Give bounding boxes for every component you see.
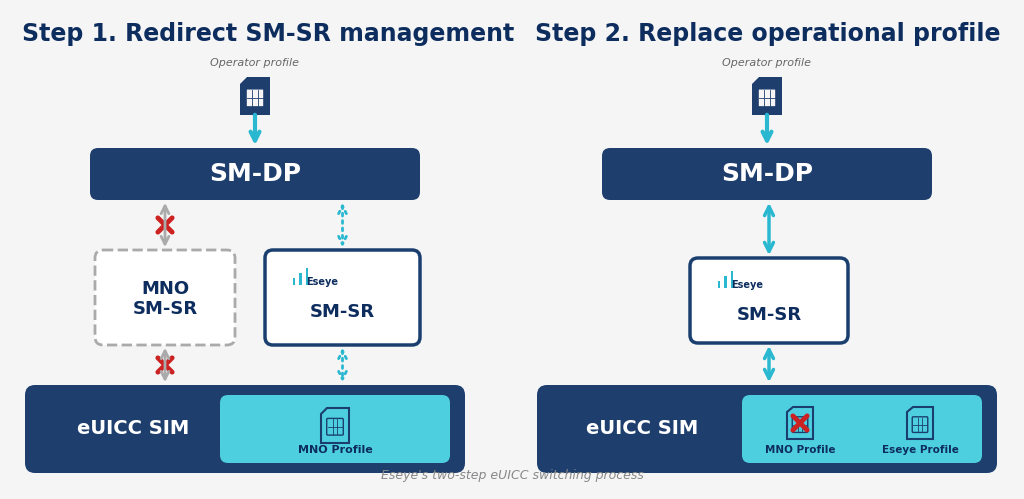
FancyBboxPatch shape	[758, 89, 776, 107]
Text: Eseye's two-step eUICC switching process: Eseye's two-step eUICC switching process	[381, 469, 643, 482]
Text: SM-SR: SM-SR	[736, 306, 802, 324]
Text: MNO Profile: MNO Profile	[298, 445, 373, 455]
Text: Eseye: Eseye	[306, 277, 338, 287]
FancyBboxPatch shape	[602, 148, 932, 200]
Text: SM-SR: SM-SR	[132, 300, 198, 318]
Text: Eseye: Eseye	[731, 280, 763, 290]
FancyBboxPatch shape	[327, 418, 343, 435]
Text: Eseye Profile: Eseye Profile	[882, 445, 958, 455]
Text: Operator profile: Operator profile	[211, 58, 299, 68]
FancyBboxPatch shape	[25, 385, 465, 473]
Polygon shape	[240, 77, 270, 115]
Text: Step 1. Redirect SM-SR management: Step 1. Redirect SM-SR management	[22, 22, 514, 46]
Text: SM-SR: SM-SR	[310, 303, 375, 321]
FancyBboxPatch shape	[265, 250, 420, 345]
FancyBboxPatch shape	[90, 148, 420, 200]
Text: eUICC SIM: eUICC SIM	[586, 420, 698, 439]
FancyBboxPatch shape	[912, 417, 928, 433]
Text: MNO Profile: MNO Profile	[765, 445, 836, 455]
Bar	[306, 267, 308, 285]
Polygon shape	[752, 77, 782, 115]
Bar	[299, 273, 301, 285]
Bar	[724, 276, 726, 288]
FancyBboxPatch shape	[537, 385, 997, 473]
FancyBboxPatch shape	[690, 258, 848, 343]
FancyBboxPatch shape	[95, 250, 234, 345]
Text: SM-DP: SM-DP	[721, 162, 813, 186]
FancyBboxPatch shape	[246, 89, 264, 107]
Polygon shape	[787, 407, 813, 439]
FancyBboxPatch shape	[793, 417, 808, 433]
Text: Step 2. Replace operational profile: Step 2. Replace operational profile	[535, 22, 1000, 46]
Bar	[731, 270, 733, 288]
FancyBboxPatch shape	[220, 395, 450, 463]
Polygon shape	[321, 408, 349, 443]
Text: MNO: MNO	[141, 280, 189, 298]
Text: eUICC SIM: eUICC SIM	[77, 420, 189, 439]
Text: SM-DP: SM-DP	[209, 162, 301, 186]
Text: Operator profile: Operator profile	[723, 58, 811, 68]
FancyBboxPatch shape	[742, 395, 982, 463]
Polygon shape	[907, 407, 933, 439]
Bar	[718, 280, 720, 288]
Bar	[293, 277, 295, 285]
